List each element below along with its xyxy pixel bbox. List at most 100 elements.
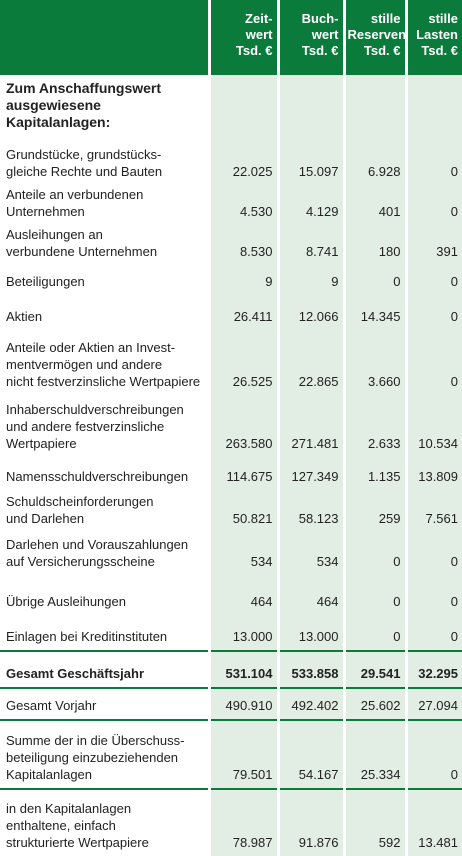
row-label: Einlagen bei Kreditinstituten bbox=[0, 615, 209, 651]
data-row: Aktien 26.411 12.066 14.345 0 bbox=[0, 295, 462, 330]
cell-value: 8.741 bbox=[276, 225, 344, 265]
text-line: Lasten bbox=[416, 27, 458, 42]
cell-value: 464 bbox=[276, 575, 344, 615]
data-row: Anteile oder Aktien an Invest-mentvermög… bbox=[0, 330, 462, 395]
cell-value: 27.094 bbox=[404, 687, 462, 720]
data-row: Gesamt Geschäftsjahr 531.104 533.858 29.541… bbox=[0, 650, 462, 688]
data-row: Darlehen und Vorauszahlungen auf Versiche… bbox=[0, 532, 462, 575]
cell-value: 26.411 bbox=[207, 295, 278, 330]
text-line: Einlagen bei Kreditinstituten bbox=[6, 629, 168, 644]
cell-value: 0 bbox=[342, 575, 406, 615]
row-label: Namensschuldverschreibungen bbox=[0, 457, 209, 490]
cell-value: 0 bbox=[342, 615, 406, 651]
cell-value: 180 bbox=[342, 225, 406, 265]
cell-value: 0 bbox=[404, 295, 462, 330]
data-row: in den Kapitalanlagen enthaltene, einfach… bbox=[0, 788, 462, 856]
row-label: Inhaberschuldverschreibungen und andere f… bbox=[0, 395, 209, 457]
data-row: Summe der in die Überschuss-beteiligung … bbox=[0, 719, 462, 789]
text-line: Schuldscheinforderungen bbox=[6, 494, 154, 509]
cell-value: 0 bbox=[342, 532, 406, 575]
cell-value: 10.534 bbox=[404, 395, 462, 457]
cell-value: 12.066 bbox=[276, 295, 344, 330]
cell-value: 464 bbox=[207, 575, 278, 615]
cell-value: 114.675 bbox=[207, 457, 278, 490]
cell-value: 32.295 bbox=[404, 650, 462, 688]
cell-value: 3.660 bbox=[342, 330, 406, 395]
text-line: Gesamt Vorjahr bbox=[6, 698, 97, 713]
cell-value: 401 bbox=[342, 185, 406, 225]
text-line: Tsd. € bbox=[421, 43, 458, 58]
cell-value: 8.530 bbox=[207, 225, 278, 265]
text-line: Grundstücke, grundstücks- bbox=[6, 147, 162, 162]
text-line: stille bbox=[428, 11, 458, 26]
cell-value: 13.809 bbox=[404, 457, 462, 490]
text-line: Anteile oder Aktien an Invest- bbox=[6, 340, 176, 355]
text-line: Tsd. € bbox=[363, 43, 401, 58]
cell-value: 0 bbox=[404, 575, 462, 615]
text-line: stille bbox=[370, 11, 401, 26]
cell-value: 58.123 bbox=[276, 490, 344, 532]
cell-value: 9 bbox=[207, 265, 278, 295]
cell-value: 25.334 bbox=[342, 719, 406, 789]
text-line: Übrige Ausleihungen bbox=[6, 594, 126, 609]
cell-value: 0 bbox=[404, 265, 462, 295]
text-line: auf Versicherungsscheine bbox=[6, 554, 155, 569]
section-row: Zum Anschaffungswert ausgewiesene Kapitala… bbox=[0, 75, 462, 140]
text-line: wert bbox=[311, 27, 339, 42]
column-header: stille Lasten Tsd. € bbox=[404, 0, 462, 75]
cell-value: 492.402 bbox=[276, 687, 344, 720]
cell-value: 6.928 bbox=[342, 140, 406, 185]
cell-value: 4.530 bbox=[207, 185, 278, 225]
empty-cell bbox=[342, 75, 406, 140]
text-line: beteiligung einzubeziehenden bbox=[6, 750, 179, 765]
data-row: Inhaberschuldverschreibungen und andere f… bbox=[0, 395, 462, 457]
cell-value: 13.000 bbox=[207, 615, 278, 651]
row-label: Grundstücke, grundstücks-gleiche Rechte … bbox=[0, 140, 209, 185]
cell-value: 13.000 bbox=[276, 615, 344, 651]
cell-value: 0 bbox=[404, 185, 462, 225]
text-line: Kapitalanlagen: bbox=[6, 113, 111, 130]
row-label: Übrige Ausleihungen bbox=[0, 575, 209, 615]
text-line: Aktien bbox=[6, 309, 43, 324]
row-label: Anteile an verbundenen Unternehmen bbox=[0, 185, 209, 225]
cell-value: 533.858 bbox=[276, 650, 344, 688]
cell-value: 1.135 bbox=[342, 457, 406, 490]
row-label: Summe der in die Überschuss-beteiligung … bbox=[0, 719, 209, 789]
cell-value: 0 bbox=[404, 330, 462, 395]
empty-cell bbox=[404, 75, 462, 140]
cell-value: 271.481 bbox=[276, 395, 344, 457]
text-line: wert bbox=[245, 27, 273, 42]
text-line: Wertpapiere bbox=[6, 436, 77, 451]
row-label: Anteile oder Aktien an Invest-mentvermög… bbox=[0, 330, 209, 395]
cell-value: 259 bbox=[342, 490, 406, 532]
cell-value: 14.345 bbox=[342, 295, 406, 330]
text-line: Anteile an verbundenen bbox=[6, 187, 144, 202]
cell-value: 15.097 bbox=[276, 140, 344, 185]
column-header: stille Reserven Tsd. € bbox=[342, 0, 406, 75]
text-line: Tsd. € bbox=[301, 43, 339, 58]
cell-value: 531.104 bbox=[207, 650, 278, 688]
text-line: in den Kapitalanlagen bbox=[6, 801, 132, 816]
text-line: mentvermögen und andere bbox=[6, 357, 163, 372]
text-line: und andere festverzinsliche bbox=[6, 419, 165, 434]
data-row: Grundstücke, grundstücks-gleiche Rechte … bbox=[0, 140, 462, 185]
cell-value: 2.633 bbox=[342, 395, 406, 457]
empty-cell bbox=[207, 75, 278, 140]
cell-value: 127.349 bbox=[276, 457, 344, 490]
text-line: verbundene Unternehmen bbox=[6, 244, 158, 259]
text-line: Zeit- bbox=[245, 11, 273, 26]
text-line: Zum Anschaffungswert bbox=[6, 79, 162, 96]
cell-value: 534 bbox=[207, 532, 278, 575]
text-line: ausgewiesene bbox=[6, 96, 101, 113]
column-header: Buch-wert Tsd. € bbox=[276, 0, 344, 75]
text-line: gleiche Rechte und Bauten bbox=[6, 164, 163, 179]
row-label: Gesamt Geschäftsjahr bbox=[0, 650, 209, 688]
cell-value: 534 bbox=[276, 532, 344, 575]
row-label: Aktien bbox=[0, 295, 209, 330]
cell-value: 0 bbox=[342, 265, 406, 295]
cell-value: 263.580 bbox=[207, 395, 278, 457]
header-blank bbox=[0, 0, 209, 75]
cell-value: 50.821 bbox=[207, 490, 278, 532]
row-label: Schuldscheinforderungen und Darlehen bbox=[0, 490, 209, 532]
text-line: Inhaberschuldverschreibungen bbox=[6, 402, 184, 417]
